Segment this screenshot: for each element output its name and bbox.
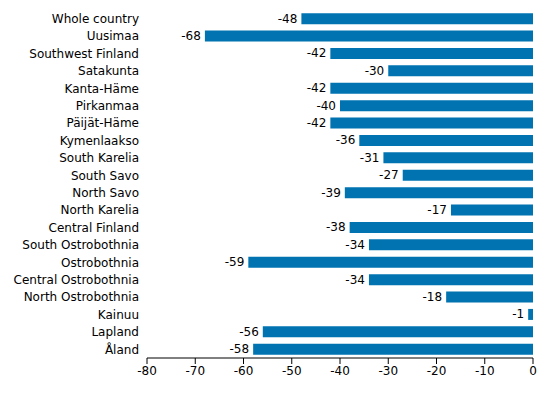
svg-text:-10: -10 (475, 364, 495, 378)
svg-text:Pirkanmaa: Pirkanmaa (76, 99, 139, 113)
svg-text:0: 0 (529, 364, 537, 378)
svg-text:Southwest Finland: Southwest Finland (29, 47, 139, 61)
svg-text:-1: -1 (512, 307, 524, 321)
svg-text:-39: -39 (321, 186, 341, 200)
svg-text:-40: -40 (316, 99, 336, 113)
svg-text:-68: -68 (181, 29, 201, 43)
svg-text:Ostrobothnia: Ostrobothnia (61, 256, 139, 270)
svg-text:Päijät-Häme: Päijät-Häme (66, 116, 139, 130)
svg-text:-40: -40 (330, 364, 350, 378)
svg-text:-70: -70 (185, 364, 205, 378)
svg-text:-31: -31 (360, 151, 380, 165)
svg-text:Satakunta: Satakunta (78, 64, 139, 78)
svg-text:Kymenlaakso: Kymenlaakso (60, 134, 139, 148)
svg-text:-34: -34 (345, 273, 365, 287)
svg-text:-27: -27 (379, 168, 399, 182)
svg-text:-30: -30 (378, 364, 398, 378)
svg-text:Uusimaa: Uusimaa (87, 29, 139, 43)
svg-text:Central Ostrobothnia: Central Ostrobothnia (14, 273, 139, 287)
svg-text:South Savo: South Savo (71, 169, 139, 183)
svg-text:North Savo: North Savo (72, 186, 139, 200)
svg-text:-59: -59 (225, 255, 245, 269)
svg-text:Åland: Åland (105, 342, 139, 357)
svg-text:-50: -50 (282, 364, 302, 378)
svg-text:-60: -60 (234, 364, 254, 378)
svg-text:-80: -80 (137, 364, 157, 378)
svg-text:-42: -42 (307, 81, 327, 95)
svg-text:-42: -42 (307, 46, 327, 60)
svg-text:-56: -56 (239, 325, 259, 339)
svg-text:Kainuu: Kainuu (98, 308, 139, 322)
svg-text:South Ostrobothnia: South Ostrobothnia (22, 238, 139, 252)
svg-text:-38: -38 (326, 220, 346, 234)
svg-text:Whole country: Whole country (52, 12, 139, 26)
svg-text:North Karelia: North Karelia (61, 203, 139, 217)
svg-text:North Ostrobothnia: North Ostrobothnia (24, 290, 139, 304)
svg-text:Kanta-Häme: Kanta-Häme (65, 82, 139, 96)
svg-text:South Karelia: South Karelia (59, 151, 139, 165)
svg-text:Central Finland: Central Finland (49, 221, 139, 235)
svg-text:-58: -58 (230, 342, 250, 356)
svg-text:Lapland: Lapland (91, 325, 139, 339)
svg-text:-30: -30 (365, 64, 385, 78)
svg-text:-42: -42 (307, 116, 327, 130)
svg-text:-34: -34 (345, 238, 365, 252)
svg-text:-18: -18 (423, 290, 443, 304)
svg-text:-20: -20 (427, 364, 447, 378)
svg-text:-48: -48 (278, 12, 298, 26)
svg-text:-17: -17 (427, 203, 447, 217)
svg-text:-36: -36 (336, 133, 356, 147)
